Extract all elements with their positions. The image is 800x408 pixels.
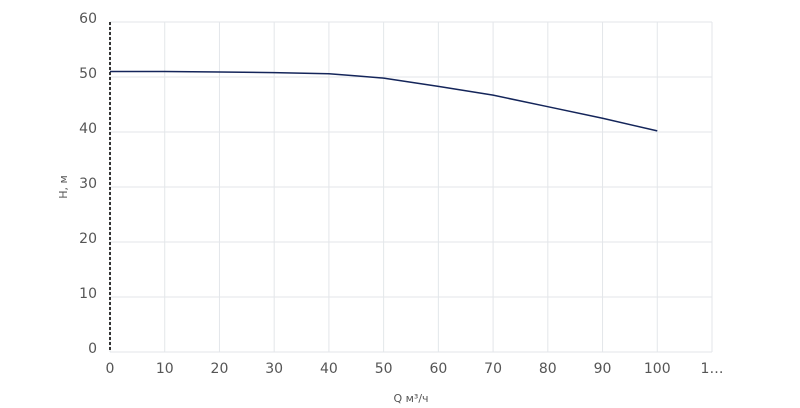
x-tick-label: 40 — [320, 361, 338, 377]
y-tick-label: 30 — [79, 176, 97, 192]
y-axis-label: Н, м — [57, 175, 70, 199]
x-tick-label: 90 — [594, 361, 612, 377]
y-tick-label: 10 — [79, 286, 97, 302]
x-tick-label: 80 — [539, 361, 557, 377]
y-tick-label: 0 — [88, 341, 97, 357]
x-tick-label: 100 — [644, 361, 671, 377]
x-tick-label: 1… — [701, 361, 724, 377]
x-tick-label: 30 — [265, 361, 283, 377]
x-tick-label: 50 — [375, 361, 393, 377]
x-tick-label: 0 — [106, 361, 115, 377]
x-tick-label: 20 — [211, 361, 229, 377]
y-tick-label: 50 — [79, 66, 97, 82]
x-tick-label: 10 — [156, 361, 174, 377]
x-axis-label: Q м³/ч — [393, 392, 428, 405]
y-tick-label: 20 — [79, 231, 97, 247]
y-tick-label: 60 — [79, 11, 97, 27]
x-tick-label: 70 — [484, 361, 502, 377]
y-tick-label: 40 — [79, 121, 97, 137]
x-tick-label: 60 — [429, 361, 447, 377]
line-series — [110, 70, 658, 132]
